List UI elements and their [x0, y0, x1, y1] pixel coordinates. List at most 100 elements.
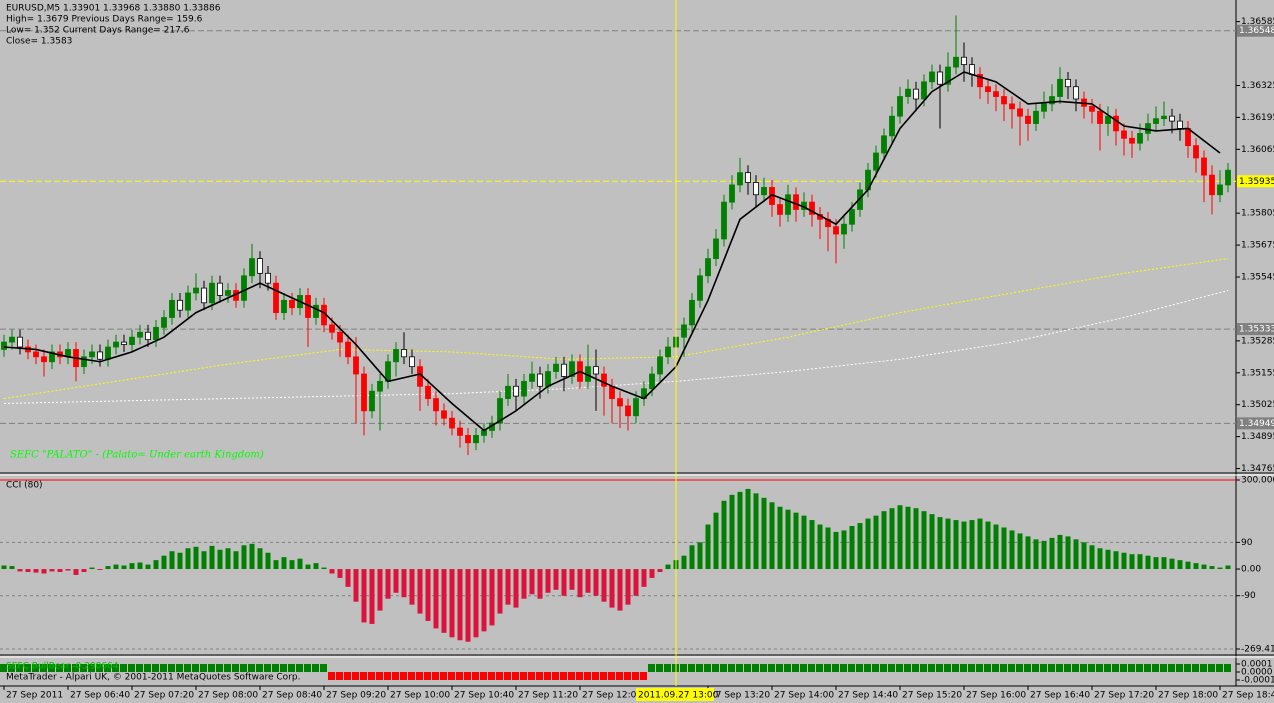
histogram-bar — [641, 569, 647, 587]
histogram-bar — [40, 664, 47, 672]
histogram-bar — [1168, 664, 1175, 672]
y-tick-label: -269.419 — [1241, 645, 1274, 655]
histogram-bar — [1049, 537, 1055, 570]
y-tick-label: 1.36325 — [1241, 81, 1274, 91]
x-tick-label: 27 Sep 10:00 — [390, 691, 450, 701]
histogram-bar — [41, 569, 47, 574]
annotation: SEFC "PALATO" - (Palato= Under earth Kin… — [10, 450, 264, 461]
histogram-bar — [569, 569, 575, 590]
histogram-bar — [985, 521, 991, 570]
histogram-bar — [680, 664, 687, 672]
candle-body — [1145, 123, 1151, 134]
histogram-bar — [249, 543, 255, 570]
histogram-bar — [729, 494, 735, 570]
histogram-bar — [840, 664, 847, 672]
histogram-bar — [976, 664, 983, 672]
candle-body — [953, 56, 959, 68]
histogram-bar — [784, 664, 791, 672]
candle-body — [1041, 103, 1047, 112]
histogram-bar — [65, 569, 71, 571]
y-tick-label: 1.35285 — [1241, 336, 1274, 346]
histogram-bar — [1176, 664, 1183, 672]
candle-body — [1097, 110, 1103, 124]
candle-body — [961, 56, 967, 66]
candle-body — [905, 88, 911, 97]
histogram-bar — [1224, 664, 1231, 672]
histogram-bar — [1024, 664, 1031, 672]
histogram-bar — [233, 551, 239, 570]
histogram-bar — [72, 664, 79, 672]
histogram-bar — [113, 564, 119, 570]
y-tick-label: 1.35805 — [1241, 209, 1274, 219]
candle-body — [369, 390, 375, 412]
histogram-bar — [841, 530, 847, 570]
histogram-bar — [112, 664, 119, 672]
histogram-bar — [145, 564, 151, 570]
histogram-bar — [1097, 548, 1103, 570]
histogram-bar — [953, 520, 959, 570]
histogram-bar — [865, 518, 871, 570]
histogram-bar — [169, 551, 175, 570]
candle-body — [729, 184, 735, 203]
histogram-bar — [1104, 664, 1111, 672]
histogram-bar — [353, 569, 359, 602]
histogram-bar — [561, 569, 567, 596]
candle-body — [937, 71, 943, 85]
histogram-bar — [384, 672, 391, 680]
histogram-bar — [392, 672, 399, 680]
histogram-bar — [121, 565, 127, 570]
candle-body — [105, 346, 111, 360]
histogram-bar — [984, 664, 991, 672]
histogram-bar — [224, 664, 231, 672]
histogram-bar — [912, 664, 919, 672]
histogram-bar — [617, 569, 623, 611]
histogram-bar — [577, 569, 583, 598]
histogram-bar — [288, 664, 295, 672]
candle-body — [657, 356, 663, 375]
histogram-bar — [361, 569, 367, 623]
histogram-bar — [1136, 664, 1143, 672]
candle-body — [121, 341, 127, 345]
histogram-bar — [137, 562, 143, 570]
candle-body — [1073, 86, 1079, 100]
histogram-bar — [504, 672, 511, 680]
x-tick-label: 27 Sep 13:20 — [710, 691, 770, 701]
histogram-bar — [1056, 664, 1063, 672]
histogram-bar — [824, 664, 831, 672]
histogram-bar — [1161, 557, 1167, 570]
candle-body — [265, 272, 271, 284]
histogram-bar — [320, 664, 327, 672]
candle-body — [569, 361, 575, 377]
histogram-bar — [545, 569, 551, 593]
candle-body — [1121, 130, 1127, 139]
candle-body — [705, 258, 711, 277]
candle-body — [609, 385, 615, 399]
histogram-bar — [265, 552, 271, 570]
histogram-bar — [369, 569, 375, 624]
candle-body — [161, 317, 167, 328]
histogram-bar — [153, 560, 159, 570]
histogram-bar — [872, 664, 879, 672]
histogram-bar — [1137, 554, 1143, 570]
histogram-bar — [1032, 664, 1039, 672]
y-tick-label: 1.35025 — [1241, 400, 1274, 410]
histogram-bar — [1169, 558, 1175, 570]
histogram-bar — [864, 664, 871, 672]
histogram-bar — [720, 664, 727, 672]
candle-body — [193, 287, 199, 294]
histogram-bar — [1, 565, 7, 570]
histogram-bar — [393, 569, 399, 593]
histogram-bar — [728, 664, 735, 672]
histogram-bar — [48, 664, 55, 672]
histogram-bar — [440, 672, 447, 680]
histogram-bar — [1008, 664, 1015, 672]
candle-body — [809, 201, 815, 215]
level-label: 1.35333 — [1239, 325, 1274, 335]
histogram-bar — [272, 664, 279, 672]
candle-body — [1113, 115, 1119, 132]
y-tick-label: 300.000 — [1241, 476, 1274, 486]
histogram-bar — [329, 569, 335, 574]
histogram-bar — [1193, 563, 1199, 570]
x-tick-label: 27 Sep 16:00 — [966, 691, 1026, 701]
